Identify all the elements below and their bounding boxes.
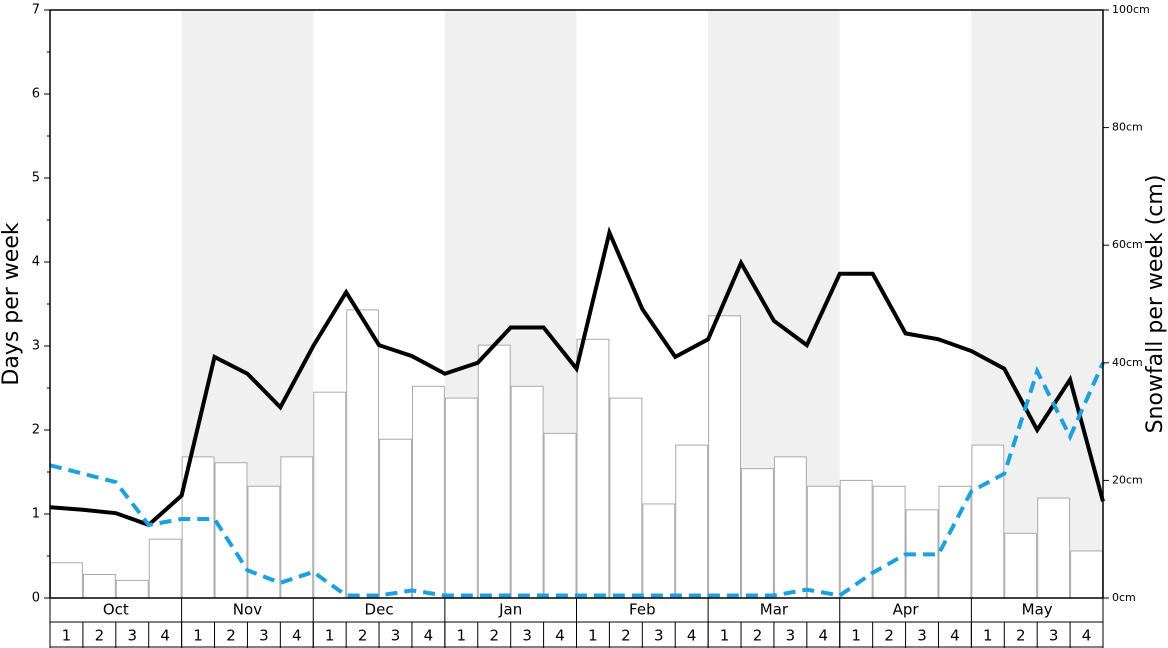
bar	[82, 573, 116, 599]
week-label: 3	[259, 627, 269, 645]
y-tick-label: 6	[32, 87, 40, 102]
week-label: 4	[555, 627, 565, 645]
bar	[1070, 550, 1103, 599]
bar	[1004, 532, 1038, 599]
week-label: 1	[720, 627, 730, 645]
week-label: 2	[226, 627, 236, 645]
month-label: Dec	[365, 601, 394, 619]
y2-tick-label: 100cm	[1112, 3, 1150, 16]
y-tick-label: 4	[32, 255, 40, 270]
week-label: 1	[457, 627, 467, 645]
y-tick-label: 7	[32, 3, 40, 18]
bar	[280, 456, 314, 599]
month-label: Apr	[893, 601, 920, 619]
bar	[971, 444, 1005, 599]
week-label: 1	[62, 627, 72, 645]
y2-tick-label: 40cm	[1112, 356, 1143, 369]
month-label: Jan	[498, 601, 522, 619]
bar	[1037, 497, 1071, 599]
y-tick-label: 1	[32, 507, 40, 522]
bar	[181, 456, 215, 599]
y-axis-label: Days per week	[0, 222, 24, 385]
month-label: Nov	[233, 601, 262, 619]
week-label: 4	[950, 627, 960, 645]
week-label: 2	[753, 627, 763, 645]
bar	[148, 538, 182, 599]
week-label: 3	[786, 627, 796, 645]
week-label: 1	[193, 627, 203, 645]
bar	[313, 391, 347, 599]
week-label: 2	[489, 627, 499, 645]
bar	[115, 579, 149, 599]
week-label: 3	[391, 627, 401, 645]
bar	[50, 562, 83, 599]
bar	[839, 479, 873, 599]
week-label: 2	[884, 627, 894, 645]
bar	[872, 485, 906, 599]
week-label: 4	[292, 627, 302, 645]
week-label: 2	[1016, 627, 1026, 645]
bar	[708, 315, 742, 599]
week-label: 2	[358, 627, 368, 645]
y2-tick-label: 0cm	[1112, 591, 1136, 604]
bar	[806, 485, 840, 599]
month-label: May	[1022, 601, 1053, 619]
week-label: 2	[95, 627, 105, 645]
y2-axis-label: Snowfall per week (cm)	[1143, 175, 1168, 434]
y-tick-label: 5	[32, 171, 40, 186]
bar	[477, 344, 511, 599]
bar	[741, 468, 774, 599]
week-label: 4	[424, 627, 434, 645]
week-label: 3	[917, 627, 927, 645]
y2-tick-label: 80cm	[1112, 121, 1143, 134]
bar	[609, 397, 643, 599]
bar	[411, 385, 445, 599]
week-label: 1	[851, 627, 861, 645]
month-label: Mar	[760, 601, 789, 619]
week-label: 3	[127, 627, 137, 645]
bar	[576, 338, 610, 599]
week-label: 3	[522, 627, 532, 645]
y-tick-label: 2	[32, 423, 40, 438]
week-label: 3	[654, 627, 664, 645]
week-label: 3	[1049, 627, 1059, 645]
week-label: 4	[160, 627, 170, 645]
line-series	[49, 361, 1105, 598]
bar	[247, 485, 281, 599]
bar	[642, 503, 676, 599]
bar	[346, 309, 380, 599]
week-label: 2	[621, 627, 631, 645]
y-tick-label: 0	[32, 591, 40, 606]
week-label: 4	[687, 627, 697, 645]
bar	[379, 438, 412, 599]
line-series	[49, 226, 1105, 528]
month-label: Oct	[103, 601, 129, 619]
y2-tick-label: 60cm	[1112, 238, 1143, 251]
y-tick-label: 3	[32, 339, 40, 354]
bar	[510, 385, 544, 599]
y2-tick-label: 20cm	[1112, 473, 1143, 486]
bar	[773, 456, 807, 599]
bar	[675, 444, 709, 599]
week-label: 1	[325, 627, 335, 645]
month-label: Feb	[629, 601, 656, 619]
week-label: 1	[983, 627, 993, 645]
week-label: 4	[1082, 627, 1092, 645]
bar	[543, 432, 577, 599]
week-label: 1	[588, 627, 598, 645]
bar	[444, 397, 478, 599]
week-label: 4	[819, 627, 829, 645]
